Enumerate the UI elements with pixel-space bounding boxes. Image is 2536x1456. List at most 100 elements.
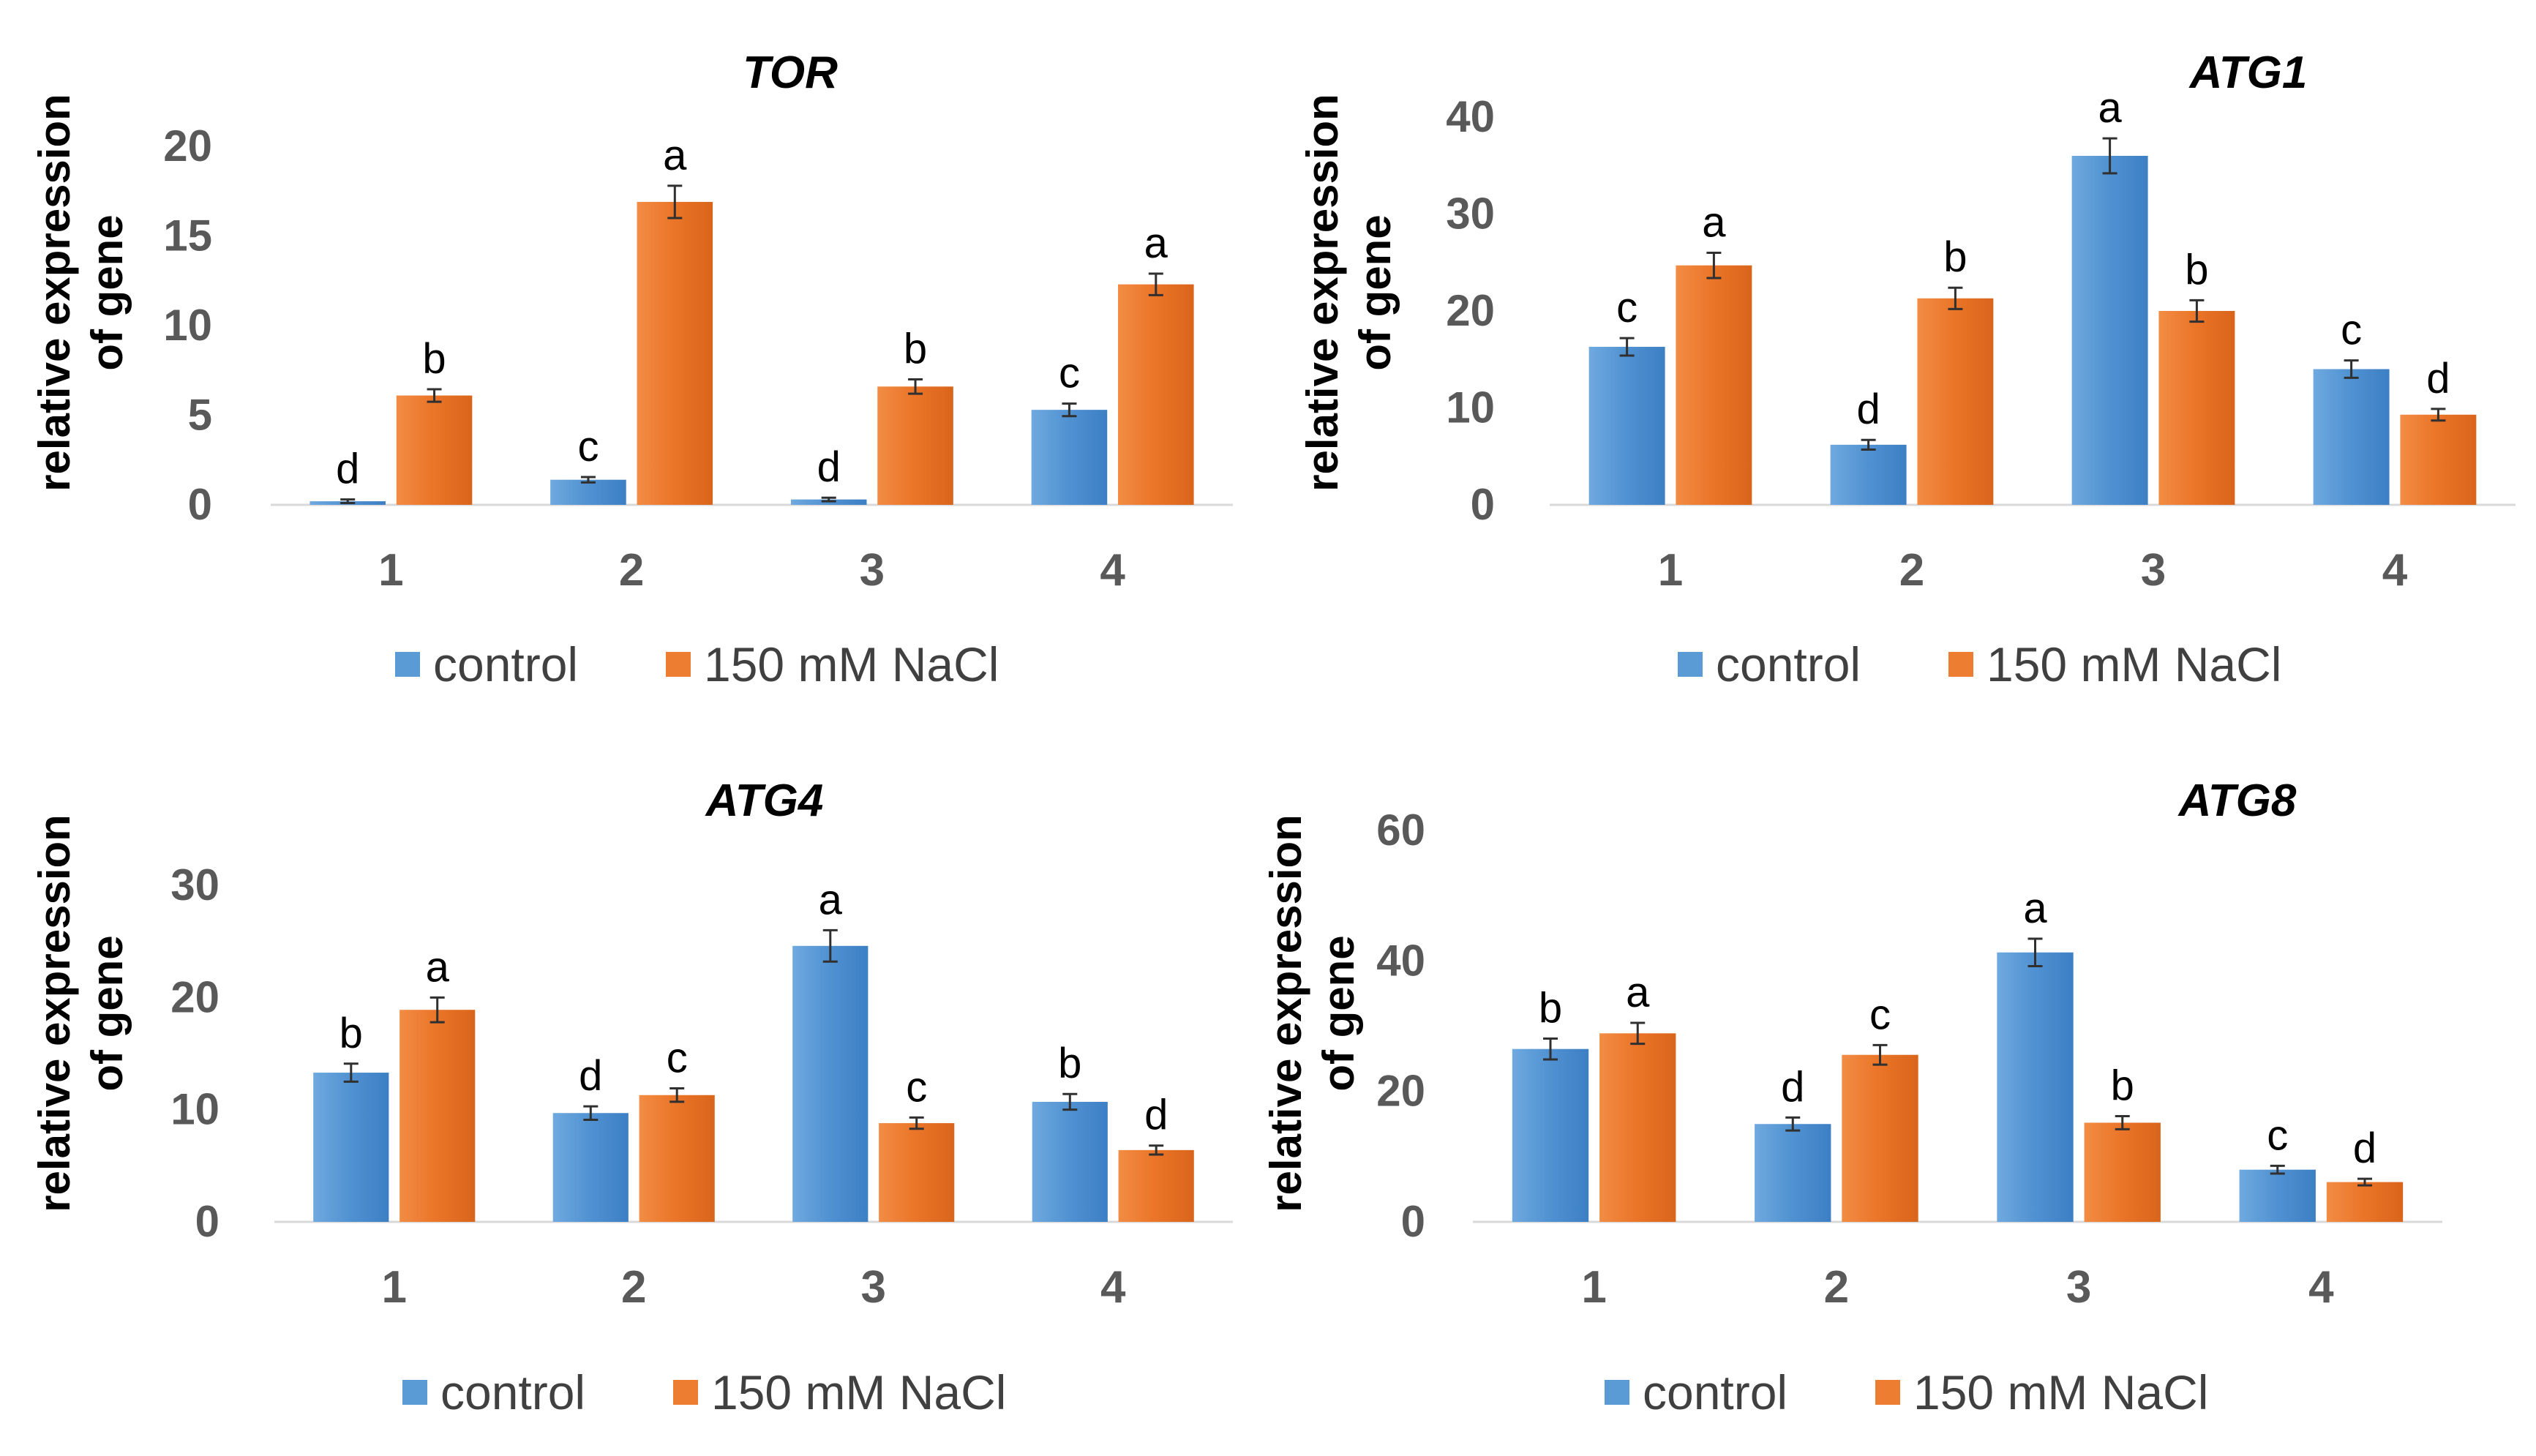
significance-letter: a bbox=[1144, 219, 1168, 267]
y-tick-label: 5 bbox=[188, 391, 212, 440]
significance-letter: d bbox=[1781, 1063, 1804, 1111]
bar-control bbox=[2071, 156, 2148, 505]
legend-swatch-nacl bbox=[666, 652, 691, 677]
bar-nacl bbox=[2158, 311, 2235, 505]
bar-control bbox=[313, 1073, 389, 1222]
error-bar bbox=[1543, 1037, 1558, 1061]
significance-letter: d bbox=[817, 443, 841, 491]
significance-letter: a bbox=[1702, 199, 1726, 247]
y-tick-label: 40 bbox=[1376, 936, 1425, 985]
y-tick-label: 20 bbox=[1446, 286, 1495, 335]
y-tick-label: 0 bbox=[195, 1197, 220, 1246]
significance-letter: c bbox=[1869, 991, 1891, 1038]
chart-atg8: ATG8 relative expressionof gene 0 20 40 60 b a 1… bbox=[1261, 776, 2442, 1419]
error-bar bbox=[343, 1062, 359, 1083]
significance-letter: c bbox=[1616, 284, 1637, 331]
significance-letter: d bbox=[1144, 1092, 1168, 1139]
significance-letter: c bbox=[906, 1063, 927, 1111]
chart-title-atg1: ATG1 bbox=[2188, 48, 2308, 98]
significance-letter: d bbox=[2353, 1125, 2376, 1172]
significance-letter: a bbox=[819, 876, 843, 923]
legend: control 150 mM NaCl bbox=[402, 1365, 1006, 1419]
error-bar bbox=[2027, 937, 2043, 967]
error-bar bbox=[1619, 337, 1635, 357]
legend-swatch-nacl bbox=[1948, 652, 1973, 677]
significance-letter: b bbox=[1058, 1040, 1081, 1087]
y-tick-label: 20 bbox=[1376, 1067, 1425, 1116]
error-bar bbox=[2357, 1177, 2372, 1187]
significance-letter: d bbox=[579, 1052, 602, 1100]
chart-title-tor: TOR bbox=[743, 48, 838, 98]
chart-atg4: ATG4 relative expressionof gene 0 10 20 30 b a 1… bbox=[30, 776, 1233, 1419]
y-axis-label-line: of gene bbox=[1351, 214, 1400, 370]
y-axis-label-line: of gene bbox=[83, 935, 132, 1091]
bar-nacl bbox=[1118, 1149, 1194, 1222]
significance-letter: a bbox=[1626, 969, 1650, 1016]
bar-nacl bbox=[399, 1010, 476, 1222]
error-bar bbox=[2270, 1164, 2285, 1175]
bar-nacl bbox=[1676, 265, 1752, 505]
chart-panel-atg8: ATG8 relative expressionof gene 0 20 40 60 b a 1… bbox=[1261, 728, 2536, 1456]
significance-letter: d bbox=[2426, 355, 2450, 402]
legend-label-nacl: 150 mM NaCl bbox=[1987, 637, 2281, 691]
bar-control bbox=[552, 1113, 629, 1222]
significance-letter: c bbox=[2267, 1111, 2288, 1159]
bar-control bbox=[1588, 347, 1665, 505]
significance-letter: b bbox=[2185, 246, 2208, 293]
error-bar bbox=[340, 498, 356, 505]
error-bar bbox=[2431, 408, 2446, 422]
y-axis-label-line: of gene bbox=[1314, 935, 1363, 1091]
bar-nacl bbox=[1842, 1054, 1918, 1222]
bar-control bbox=[1512, 1048, 1589, 1222]
chart-title-atg4: ATG4 bbox=[705, 776, 824, 826]
bar-nacl bbox=[2326, 1182, 2404, 1222]
error-bar bbox=[1062, 1092, 1078, 1111]
error-bar bbox=[583, 1105, 599, 1121]
bar-nacl bbox=[639, 1095, 715, 1222]
legend-label-control: control bbox=[1643, 1365, 1787, 1419]
x-tick-label: 1 bbox=[1658, 545, 1683, 596]
y-axis-label: relative expressionof gene bbox=[30, 94, 132, 492]
x-tick-label: 1 bbox=[382, 1262, 407, 1313]
bar-control bbox=[2239, 1169, 2316, 1222]
chart-title-atg8: ATG8 bbox=[2177, 776, 2297, 826]
x-tick-label: 3 bbox=[2066, 1262, 2091, 1313]
legend-label-nacl: 150 mM NaCl bbox=[1913, 1365, 2208, 1419]
bar-nacl bbox=[637, 201, 713, 505]
x-tick-label: 4 bbox=[2308, 1262, 2334, 1313]
error-bar bbox=[2115, 1115, 2130, 1130]
x-tick-label: 4 bbox=[1100, 545, 1125, 596]
significance-letter: b bbox=[2111, 1062, 2134, 1110]
bar-control bbox=[1032, 1101, 1108, 1222]
x-tick-label: 4 bbox=[1100, 1262, 1126, 1313]
error-bar bbox=[1872, 1043, 1888, 1066]
significance-letter: d bbox=[1856, 386, 1880, 433]
y-tick-label: 60 bbox=[1376, 806, 1425, 855]
bar-control bbox=[2313, 369, 2390, 505]
significance-letter: b bbox=[1539, 984, 1562, 1032]
y-tick-label: 30 bbox=[1446, 189, 1495, 239]
legend-label-nacl: 150 mM NaCl bbox=[711, 1365, 1006, 1419]
y-tick-label: 20 bbox=[170, 972, 220, 1021]
bar-control bbox=[1997, 952, 2074, 1222]
error-bar bbox=[1861, 438, 1876, 451]
y-tick-label: 10 bbox=[170, 1085, 220, 1134]
error-bar bbox=[1706, 252, 1722, 279]
y-axis-label-line: relative expression bbox=[1261, 814, 1310, 1212]
legend-swatch-control bbox=[1678, 652, 1703, 677]
significance-letter: b bbox=[339, 1010, 363, 1057]
bar-nacl bbox=[877, 386, 953, 505]
error-bar bbox=[908, 378, 923, 395]
chart-panel-tor: TOR relative expressionof gene 0 5 10 15 20 d b 1… bbox=[0, 0, 1268, 728]
error-bar bbox=[1630, 1021, 1646, 1046]
y-axis-label-line: relative expression bbox=[30, 94, 79, 492]
significance-letter: b bbox=[422, 335, 446, 383]
error-bar bbox=[429, 996, 445, 1024]
error-bar bbox=[1948, 286, 1963, 310]
error-bar bbox=[822, 928, 838, 963]
bar-control bbox=[550, 479, 626, 505]
error-bar bbox=[2189, 299, 2205, 323]
y-axis-label-line: relative expression bbox=[1298, 94, 1347, 492]
significance-letter: b bbox=[904, 326, 927, 373]
error-bar bbox=[909, 1116, 924, 1130]
